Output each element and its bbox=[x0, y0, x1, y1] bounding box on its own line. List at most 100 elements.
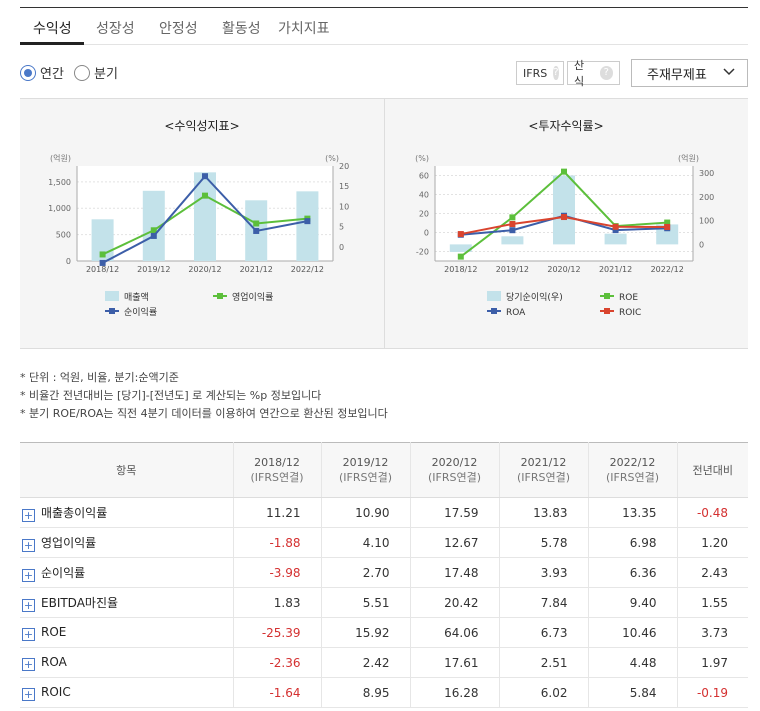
value-cell: 9.40 bbox=[587, 587, 677, 618]
formula-label: 산식 bbox=[574, 59, 585, 88]
series-point bbox=[509, 220, 516, 227]
legend-swatch bbox=[105, 291, 119, 301]
expand-row-icon[interactable]: + bbox=[22, 538, 35, 552]
column-year: 2020/12 bbox=[431, 456, 478, 469]
series-point bbox=[202, 173, 208, 180]
column-basis: (IFRS연결) bbox=[605, 471, 660, 484]
series-point bbox=[509, 214, 516, 221]
expand-row-icon[interactable]: + bbox=[22, 598, 35, 612]
expand-row-icon[interactable]: + bbox=[22, 508, 35, 522]
series-point bbox=[253, 227, 260, 234]
bar bbox=[501, 236, 524, 245]
value-cell: 20.42 bbox=[409, 587, 499, 618]
x-tick-label: 2020/12 bbox=[547, 265, 580, 274]
tab-profitability[interactable]: 수익성 bbox=[33, 21, 72, 37]
help-icon: ? bbox=[553, 66, 559, 80]
y-left-tick-label: -20 bbox=[416, 248, 429, 257]
x-tick-label: 2019/12 bbox=[137, 265, 170, 274]
statement-type-select[interactable]: 주재무제표 bbox=[631, 59, 748, 87]
x-tick-label: 2020/12 bbox=[188, 265, 221, 274]
value-cell: 64.06 bbox=[409, 617, 499, 648]
bar bbox=[296, 191, 319, 261]
value-cell: 17.59 bbox=[409, 497, 499, 528]
legend-swatch-marker bbox=[604, 293, 610, 299]
value-cell: 13.35 bbox=[587, 497, 677, 528]
chevron-down-icon bbox=[723, 65, 735, 82]
select-value: 주재무제표 bbox=[647, 67, 707, 83]
bar bbox=[449, 244, 472, 252]
radio-checked-icon bbox=[20, 64, 36, 81]
value-cell: 5.78 bbox=[498, 527, 588, 558]
column-basis: (IFRS연결) bbox=[516, 471, 571, 484]
radio-annual-label: 연간 bbox=[40, 67, 64, 82]
value-cell: 3.93 bbox=[498, 557, 588, 588]
ifrs-label: IFRS bbox=[523, 66, 548, 80]
series-point bbox=[509, 227, 516, 234]
tab-activity[interactable]: 활동성 bbox=[222, 21, 261, 37]
value-cell: 4.10 bbox=[320, 527, 410, 558]
radio-unchecked-icon bbox=[74, 64, 90, 81]
y-left-tick-label: 1,500 bbox=[48, 178, 71, 187]
note-quarterly: * 분기 ROE/ROA는 직전 4분기 데이터를 이용하여 연간으로 환산된 … bbox=[20, 407, 388, 420]
bar bbox=[553, 175, 575, 245]
expand-row-icon[interactable]: + bbox=[22, 687, 35, 701]
ifrs-button[interactable]: IFRS ? bbox=[516, 61, 564, 85]
y-right-tick-label: 200 bbox=[699, 193, 714, 202]
tab-stability[interactable]: 안정성 bbox=[159, 21, 198, 37]
x-tick-label: 2022/12 bbox=[651, 265, 684, 274]
series-point bbox=[664, 219, 671, 226]
series-point bbox=[202, 192, 208, 199]
series-point bbox=[612, 227, 619, 234]
series-point bbox=[612, 223, 619, 230]
radio-quarter[interactable]: 분기 bbox=[74, 63, 118, 82]
expand-row-icon[interactable]: + bbox=[22, 657, 35, 671]
value-cell: -3.98 bbox=[232, 557, 321, 588]
value-cell: 10.46 bbox=[587, 617, 677, 648]
value-cell: 6.36 bbox=[587, 557, 677, 588]
column-header-year: 2020/12 (IFRS연결) bbox=[409, 442, 499, 498]
y-right-tick-label: 20 bbox=[339, 162, 349, 171]
note-unit: * 단위 : 억원, 비율, 분기:순액기준 bbox=[20, 371, 179, 384]
expand-row-icon[interactable]: + bbox=[22, 627, 35, 641]
row-label: ROA bbox=[41, 654, 67, 669]
row-label: ROIC bbox=[41, 684, 71, 699]
series-point bbox=[253, 220, 260, 227]
tab-bar: 수익성 성장성 안정성 활동성 가치지표 bbox=[20, 7, 748, 45]
row-label: 영업이익률 bbox=[41, 535, 97, 550]
yoy-cell: -0.48 bbox=[676, 497, 748, 528]
radio-annual[interactable]: 연간 bbox=[20, 63, 64, 82]
column-basis: (IFRS연결) bbox=[250, 471, 304, 484]
y-right-tick-label: 5 bbox=[339, 223, 344, 232]
series-point bbox=[457, 231, 464, 238]
legend-swatch-marker bbox=[491, 308, 497, 314]
tab-valuation[interactable]: 가치지표 bbox=[278, 21, 330, 37]
column-basis: (IFRS연결) bbox=[338, 471, 393, 484]
legend-label: ROE bbox=[619, 293, 638, 303]
column-header-year: 2018/12 (IFRS연결) bbox=[232, 442, 321, 498]
expand-row-icon[interactable]: + bbox=[22, 568, 35, 582]
y-left-tick-label: 500 bbox=[56, 231, 71, 240]
value-cell: 1.83 bbox=[232, 587, 321, 618]
row-label: EBITDA마진율 bbox=[41, 595, 119, 610]
column-basis: (IFRS연결) bbox=[427, 471, 482, 484]
chart-divider bbox=[384, 99, 385, 348]
tab-growth[interactable]: 성장성 bbox=[96, 21, 135, 37]
value-cell: 15.92 bbox=[320, 617, 410, 648]
value-cell: -25.39 bbox=[232, 617, 321, 648]
y-right-unit: (억원) bbox=[678, 153, 699, 163]
value-cell: 5.84 bbox=[587, 677, 677, 708]
yoy-cell: 1.20 bbox=[676, 527, 748, 558]
column-header-year: 2021/12 (IFRS연결) bbox=[498, 442, 588, 498]
formula-button[interactable]: 산식 ? bbox=[567, 59, 620, 88]
column-header-year: 2022/12 (IFRS연결) bbox=[587, 442, 677, 498]
row-label-cell: + ROA bbox=[20, 647, 233, 678]
series-point bbox=[150, 232, 157, 239]
y-right-tick-label: 100 bbox=[699, 217, 714, 226]
value-cell: -1.64 bbox=[232, 677, 321, 708]
chart-title-investment-return: <투자수익률> bbox=[528, 119, 604, 133]
radio-quarter-label: 분기 bbox=[94, 67, 118, 82]
table-header-row: 항목 2018/12 (IFRS연결) 2019/12 (IFRS연결) 2020/… bbox=[20, 442, 748, 498]
legend-swatch-marker bbox=[109, 308, 115, 314]
row-label-cell: + ROE bbox=[20, 617, 233, 648]
charts-panel: <수익성지표> <투자수익률> 0 500 1,000 1,500 0 5 10 15 20 (억… bbox=[20, 98, 748, 349]
